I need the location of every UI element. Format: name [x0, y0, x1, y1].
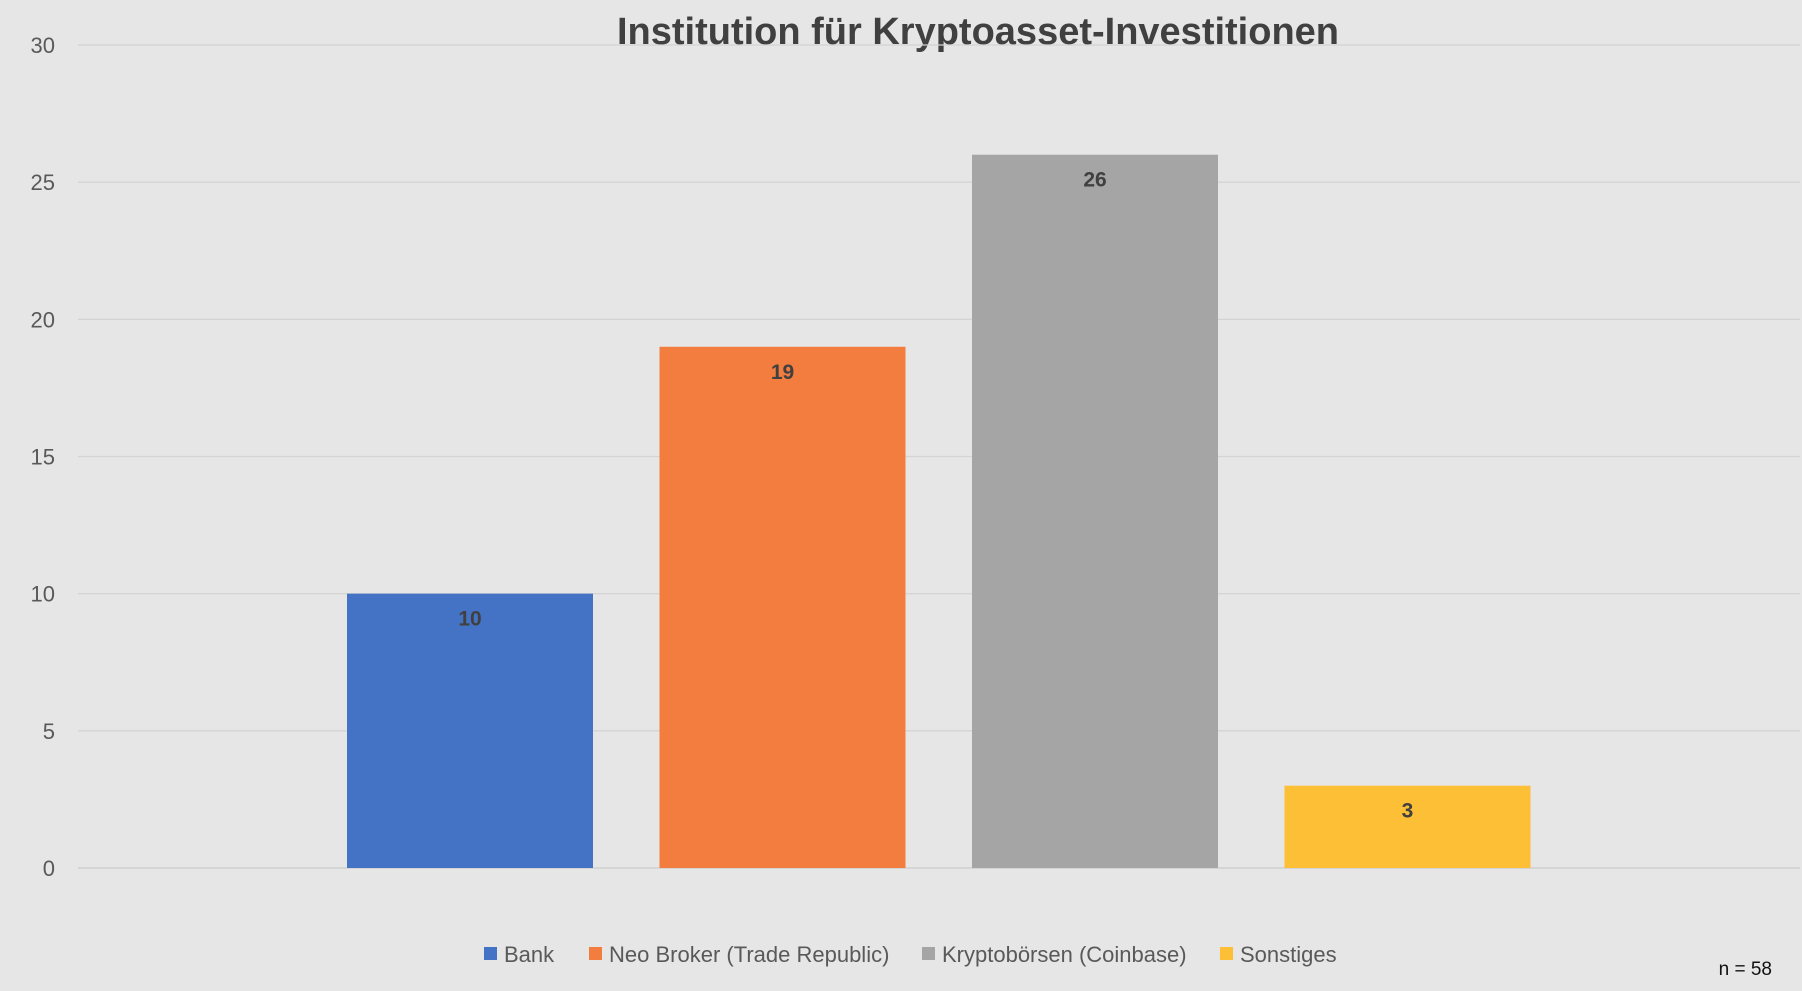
- y-tick-label: 25: [31, 170, 55, 195]
- legend-swatch: [484, 947, 497, 960]
- y-tick-label: 5: [43, 719, 55, 744]
- data-label: 26: [1083, 169, 1106, 192]
- y-tick-label: 0: [43, 856, 55, 881]
- data-labels: 10 19 26 3: [458, 169, 1413, 823]
- y-tick-label: 15: [31, 445, 55, 470]
- y-tick-label: 30: [31, 33, 55, 58]
- legend-swatch: [1220, 947, 1233, 960]
- legend-label: Bank: [504, 942, 555, 967]
- legend-label: Kryptobörsen (Coinbase): [942, 942, 1187, 967]
- bar-2: [659, 346, 906, 868]
- sample-size-note: n = 58: [1718, 959, 1772, 980]
- bars: [347, 154, 1531, 868]
- data-label: 19: [771, 361, 794, 384]
- legend-label: Sonstiges: [1240, 942, 1337, 967]
- data-label: 10: [458, 608, 481, 631]
- legend-label: Neo Broker (Trade Republic): [609, 942, 889, 967]
- bar-1: [347, 593, 593, 868]
- data-label: 3: [1402, 800, 1414, 823]
- bar-3: [972, 154, 1218, 868]
- y-tick-label: 10: [31, 582, 55, 607]
- y-axis-tick-labels: 0 5 10 15 20 25 30: [31, 33, 55, 881]
- bar-4: [1284, 785, 1531, 868]
- legend-swatch: [922, 947, 935, 960]
- legend-swatch: [589, 947, 602, 960]
- gridlines: [78, 44, 1800, 869]
- legend: Bank Neo Broker (Trade Republic) Kryptobör…: [484, 942, 1337, 967]
- y-tick-label: 20: [31, 307, 55, 332]
- chart-title: Institution für Kryptoasset-Investitione…: [617, 11, 1339, 53]
